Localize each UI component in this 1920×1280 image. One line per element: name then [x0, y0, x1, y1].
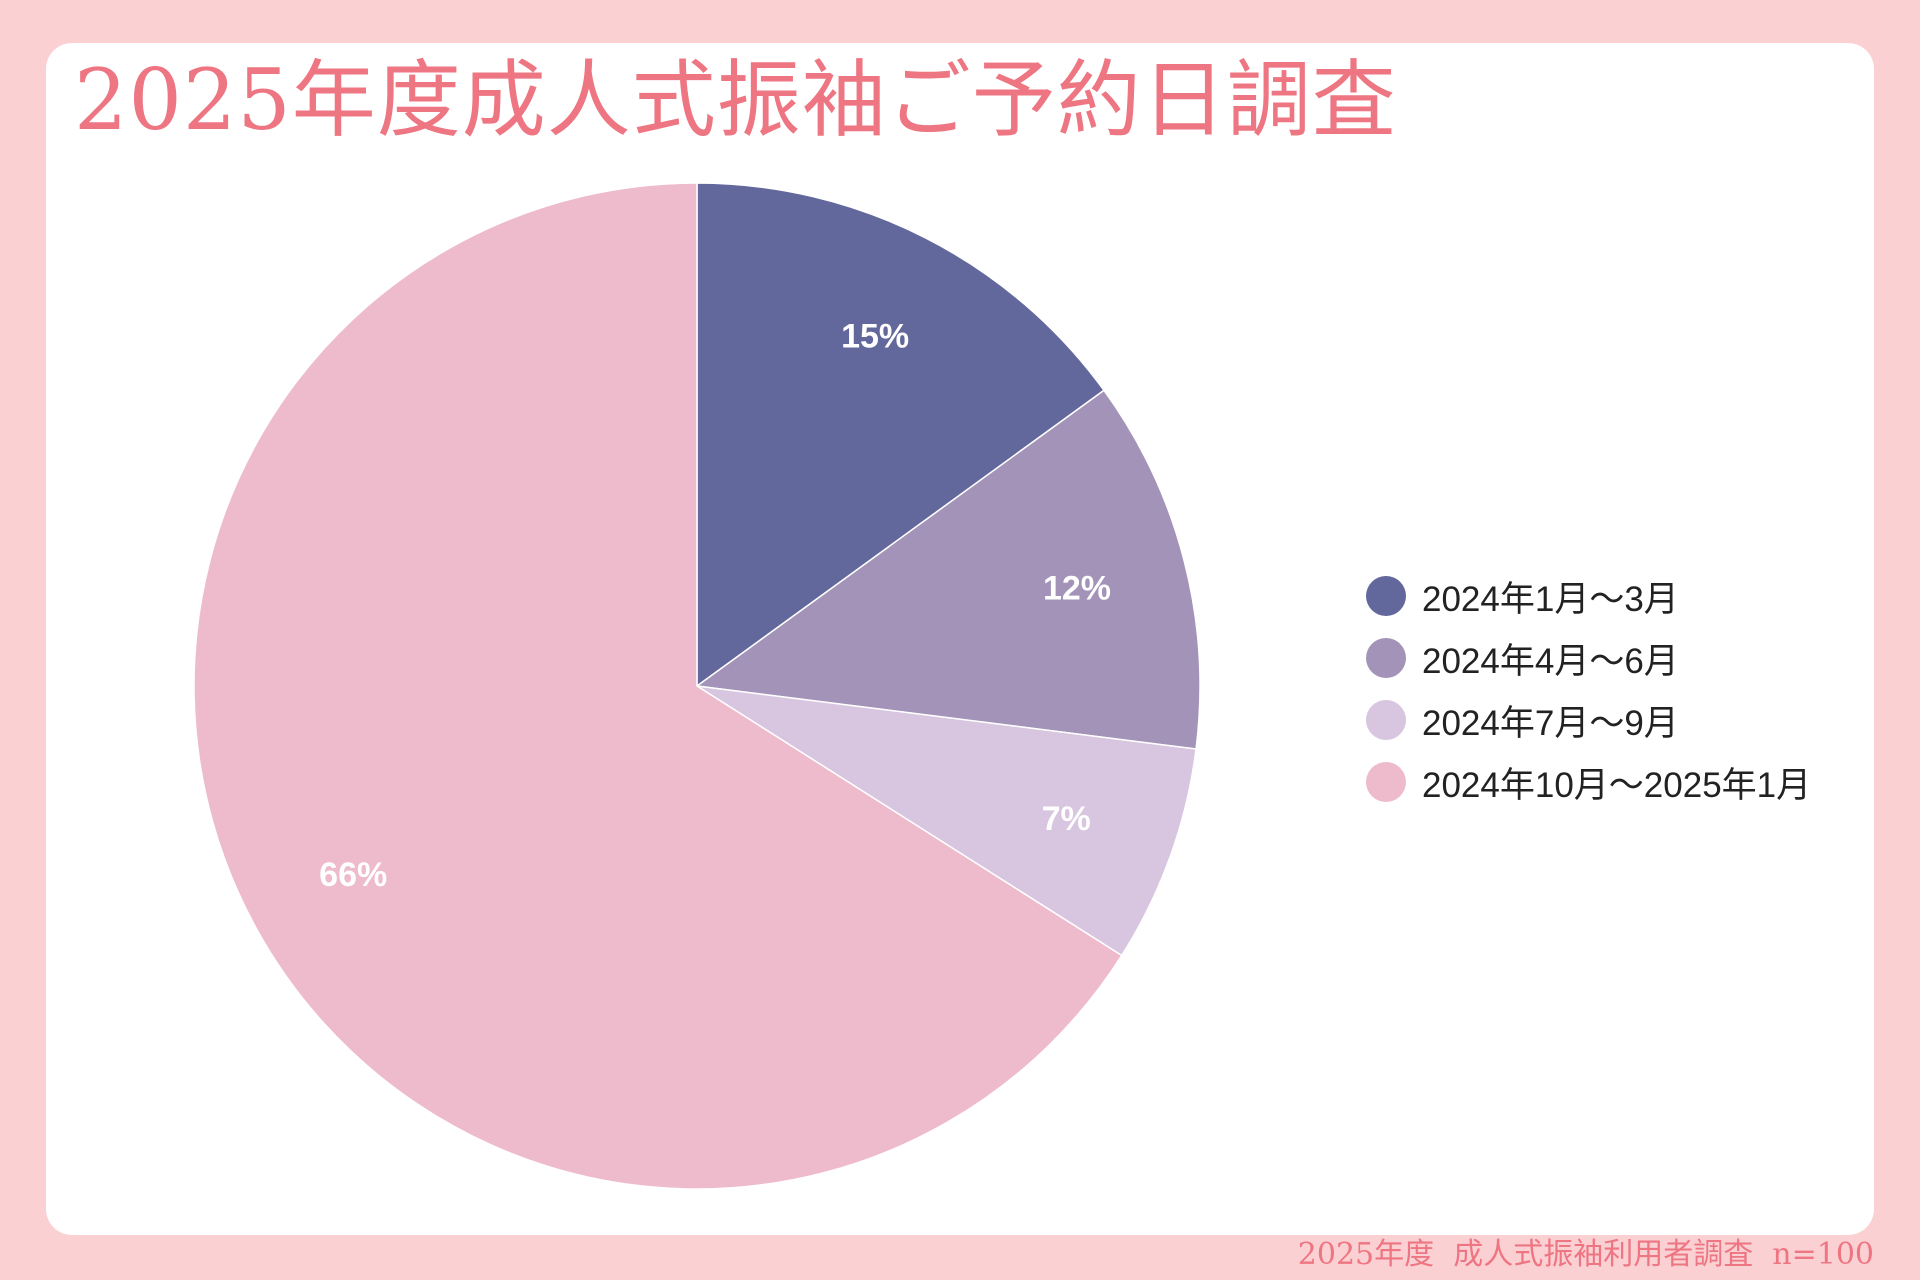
pie-slice: [696, 685, 1197, 957]
legend-label: 2024年7月～9月: [1422, 703, 1679, 743]
chart-title: 2025年度成人式振袖ご予約日調査: [74, 51, 1397, 149]
pie-slice: [696, 182, 1105, 688]
legend-label: 2024年1月～3月: [1422, 579, 1679, 619]
legend: 2024年1月～3月 2024年4月～6月 2024年7月～9月 2024年10月～2…: [1366, 565, 1811, 813]
legend-swatch: [1366, 762, 1406, 802]
slice-label: 15%: [841, 317, 909, 355]
legend-item: 2024年7月～9月: [1366, 689, 1811, 751]
legend-label: 2024年10月～2025年1月: [1422, 765, 1812, 805]
pie-slice: [193, 182, 1123, 1190]
legend-swatch: [1366, 700, 1406, 740]
slice-label: 7%: [1042, 800, 1091, 838]
slice-label: 66%: [319, 856, 387, 894]
slice-label: 12%: [1043, 569, 1111, 607]
legend-item: 2024年10月～2025年1月: [1366, 751, 1811, 813]
legend-swatch: [1366, 576, 1406, 616]
pie-slice: [695, 389, 1201, 750]
footer-note: 2025年度 成人式振袖利用者調査 n=100: [1297, 1237, 1874, 1272]
legend-swatch: [1366, 638, 1406, 678]
legend-item: 2024年1月～3月: [1366, 565, 1811, 627]
legend-item: 2024年4月～6月: [1366, 627, 1811, 689]
legend-label: 2024年4月～6月: [1422, 641, 1679, 681]
